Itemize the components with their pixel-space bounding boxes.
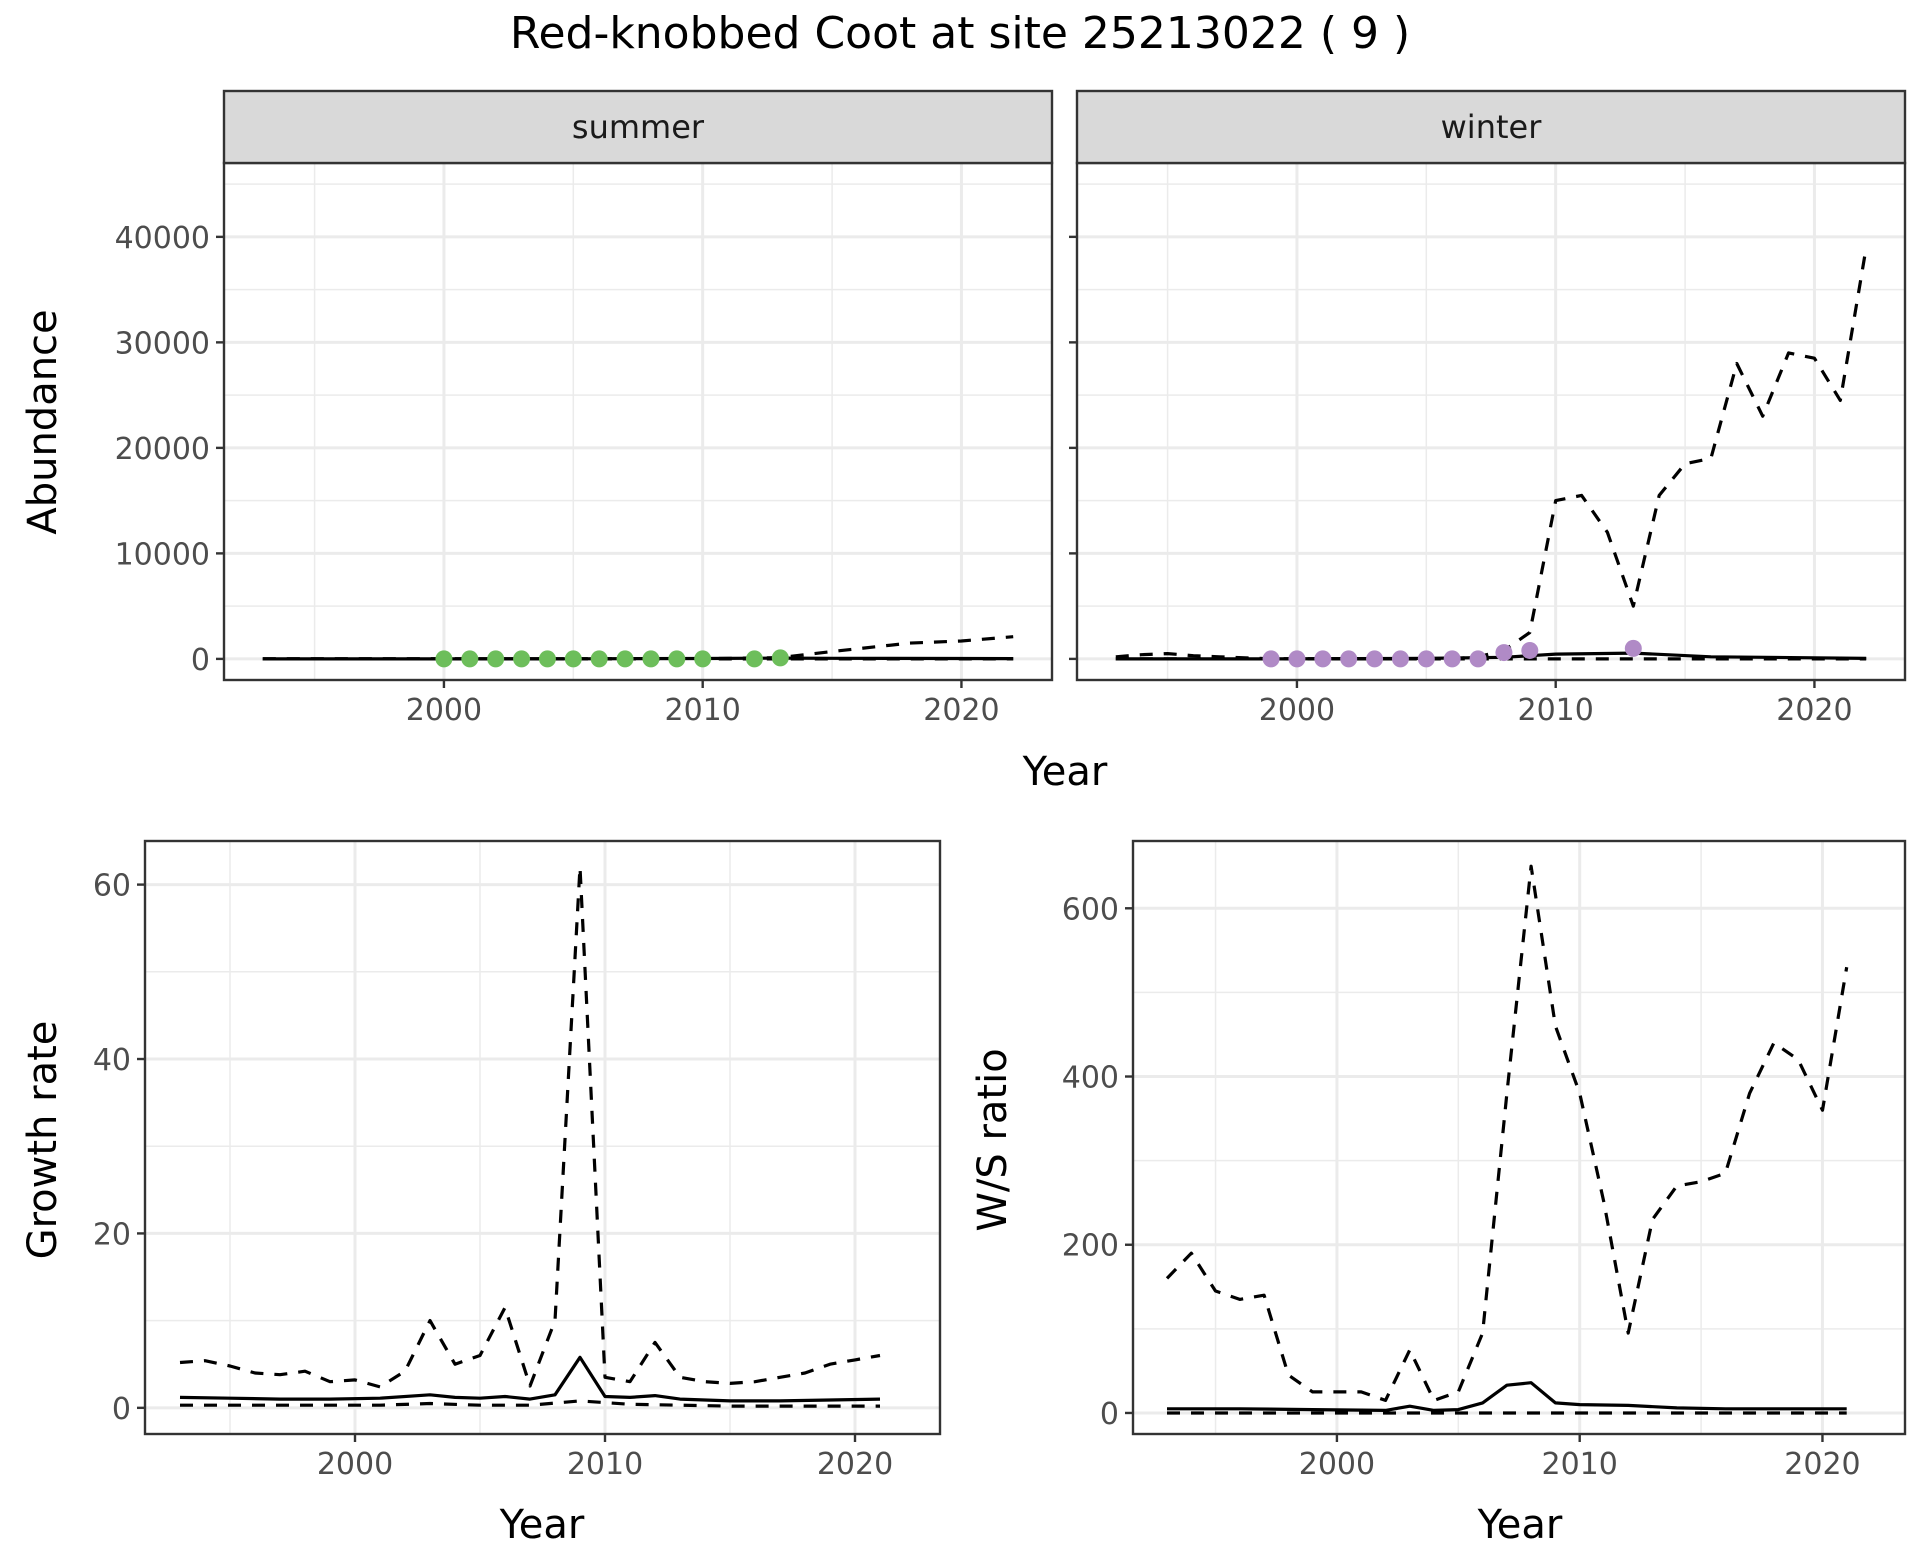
summer-x-tick-label: 2010 [665,693,741,728]
ratio-x-tick-label: 2000 [1299,1447,1375,1482]
top-x-axis-title: Year [1022,749,1108,795]
summer-series-line-0 [262,656,1014,661]
summer-data-point [513,650,531,668]
abundance-y-axis-title: Abundance [20,309,66,534]
winter-data-point [1417,650,1435,668]
growth-panel-border [143,839,942,1436]
growth-y-tick-label: 60 [93,869,131,904]
summer-data-point [616,650,634,668]
ratio-series-line-0 [1167,1381,1847,1413]
summer-data-point [435,650,453,668]
ratio-y-axis-title: W/S ratio [970,1048,1016,1231]
summer-y-tick-label: 20000 [115,432,210,467]
chart-title: Red-knobbed Coot at site 25213022 ( 9 ) [510,8,1410,59]
ratio-plot-background [1133,841,1905,1434]
winter-data-point [1443,650,1461,668]
growth-series-line-1 [179,865,881,1389]
summer-data-point [745,650,763,668]
winter-data-point [1366,650,1384,668]
growth-series-line-2 [180,1399,880,1408]
ratio-x-tick-label: 2020 [1784,1447,1860,1482]
summer-y-tick-label: 0 [191,643,210,678]
growth-x-axis-title: Year [499,1502,585,1548]
growth-y-axis-title: Growth rate [20,1021,66,1260]
growth-plot-background [145,841,940,1434]
winter-data-point [1495,644,1513,662]
summer-facet-strip [222,89,1054,165]
summer-data-point [590,650,608,668]
summer-x-tick-label: 2020 [923,693,999,728]
summer-y-tick-label: 40000 [115,221,210,256]
winter-data-point [1314,650,1332,668]
winter-data-point [1469,650,1487,668]
panel-growth-rate: 2000 2010 2020 0 20 40 60 [93,839,942,1482]
growth-y-tick-label: 0 [112,1392,131,1427]
summer-data-point [564,650,582,668]
growth-x-tick-label: 2000 [317,1447,393,1482]
summer-data-point [538,650,556,668]
winter-x-tick-label: 2020 [1776,693,1852,728]
summer-data-point [642,650,660,668]
summer-y-tick-label: 30000 [115,326,210,361]
winter-data-point [1262,650,1280,668]
summer-x-tick-label: 2000 [406,693,482,728]
winter-x-tick-label: 2000 [1259,693,1335,728]
summer-facet-label: summer [572,108,705,146]
growth-y-tick-label: 40 [93,1043,131,1078]
panel-summer-abundance: summer 2000 2010 2020 0 10000 20000 30000 40000 [115,89,1054,728]
winter-facet-strip [1075,89,1907,165]
panel-ws-ratio: 2000 2010 2020 0 200 400 600 [1062,839,1907,1482]
winter-data-point [1340,650,1358,668]
growth-y-tick-label: 20 [93,1217,131,1252]
summer-data-point [771,649,789,667]
growth-series-line-0 [179,1355,881,1403]
winter-data-point [1624,639,1642,657]
ratio-y-tick-label: 200 [1062,1229,1119,1264]
summer-plot-background [224,163,1052,680]
summer-data-point [461,650,479,668]
growth-x-tick-label: 2020 [817,1447,893,1482]
summer-data-point [487,650,505,668]
ratio-x-axis-title: Year [1477,1502,1563,1548]
ratio-y-tick-label: 0 [1100,1397,1119,1432]
ratio-x-tick-label: 2010 [1542,1447,1618,1482]
winter-data-point [1521,641,1539,659]
winter-data-point [1391,650,1409,668]
ratio-y-tick-label: 600 [1062,892,1119,927]
summer-data-point [694,650,712,668]
summer-y-tick-label: 10000 [115,537,210,572]
panel-winter-abundance: winter 2000 2010 2020 [1069,89,1907,728]
winter-x-tick-label: 2010 [1518,693,1594,728]
growth-x-tick-label: 2010 [567,1447,643,1482]
summer-data-point [668,650,686,668]
winter-plot-background [1077,163,1905,680]
ratio-panel-border [1131,839,1907,1436]
winter-data-point [1288,650,1306,668]
winter-facet-label: winter [1441,108,1543,146]
ratio-y-tick-label: 400 [1062,1061,1119,1096]
